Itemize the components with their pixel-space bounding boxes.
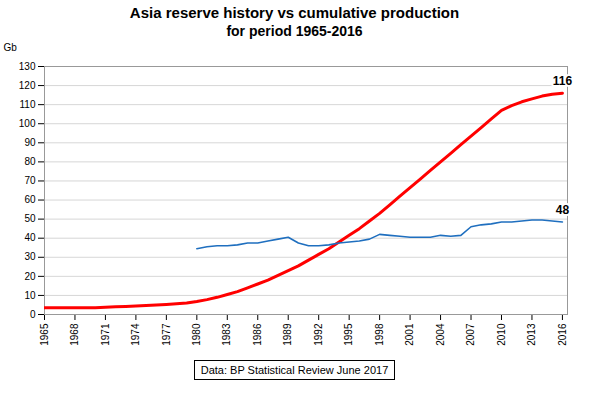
svg-text:110: 110: [20, 99, 36, 110]
svg-text:1965: 1965: [39, 323, 50, 346]
svg-text:1992: 1992: [313, 323, 324, 346]
svg-text:2010: 2010: [496, 323, 507, 346]
svg-text:1986: 1986: [252, 323, 263, 346]
svg-text:2004: 2004: [435, 323, 446, 346]
svg-text:Gb: Gb: [4, 42, 18, 53]
svg-text:1998: 1998: [374, 323, 385, 346]
svg-text:2001: 2001: [404, 323, 415, 346]
svg-text:1968: 1968: [69, 323, 80, 346]
svg-text:1977: 1977: [161, 323, 172, 346]
svg-text:1974: 1974: [130, 323, 141, 346]
svg-text:70: 70: [24, 175, 36, 186]
svg-text:48: 48: [556, 203, 570, 217]
svg-text:2007: 2007: [465, 323, 476, 346]
svg-text:90: 90: [24, 137, 36, 148]
svg-text:116: 116: [553, 74, 573, 88]
svg-text:120: 120: [19, 80, 36, 91]
svg-text:30: 30: [24, 251, 36, 262]
svg-text:1980: 1980: [191, 323, 202, 346]
svg-text:2016: 2016: [557, 323, 568, 346]
svg-text:2013: 2013: [526, 323, 537, 346]
svg-text:130: 130: [19, 61, 36, 72]
html-text:Data: BP Statistical Review Ju: Data: BP Statistical Review June 2017: [200, 364, 389, 376]
svg-text:40: 40: [24, 232, 36, 243]
svg-text:50: 50: [24, 213, 36, 224]
svg-text:60: 60: [24, 194, 36, 205]
svg-text:80: 80: [24, 156, 36, 167]
svg-text:10: 10: [24, 290, 36, 301]
svg-text:1971: 1971: [100, 323, 111, 346]
svg-text:0: 0: [30, 309, 36, 320]
svg-text:1989: 1989: [282, 323, 293, 346]
svg-text:1995: 1995: [343, 323, 354, 346]
html-text:Asia reserve history vs cumula: Asia reserve history vs cumulative produ…: [129, 4, 460, 21]
svg-text:1983: 1983: [221, 323, 232, 346]
svg-text:20: 20: [24, 271, 36, 282]
svg-text:100: 100: [19, 118, 36, 129]
html-text:for period 1965-2016: for period 1965-2016: [226, 23, 363, 39]
